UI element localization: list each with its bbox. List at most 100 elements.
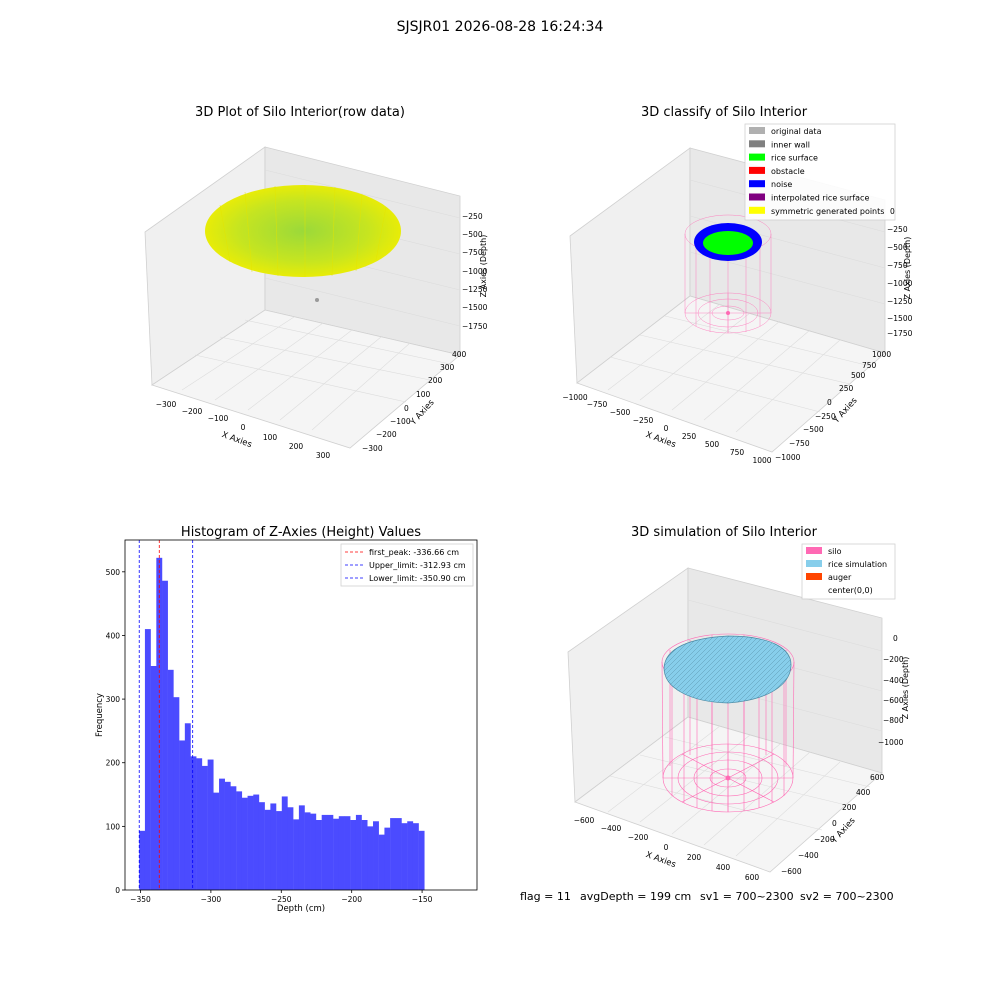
legend-swatch: [749, 193, 765, 201]
classify-z-tick: −1250: [887, 297, 913, 306]
sim-y-tick: 0: [832, 819, 837, 828]
legend-label: center(0,0): [828, 586, 873, 595]
sim-y-tick: 600: [870, 773, 885, 782]
classify-x-label: X Axies: [644, 430, 677, 450]
hist-bar: [190, 756, 197, 890]
raw-z-tick: −750: [462, 248, 483, 257]
legend-swatch: [749, 206, 765, 214]
classify-x-tick: −500: [610, 408, 631, 417]
classify-x-tick: 750: [730, 448, 745, 457]
classify-y-tick: 750: [862, 361, 877, 370]
hist-bar: [281, 796, 288, 890]
footer-flag: flag = 11: [520, 890, 571, 903]
hist-bar: [390, 818, 397, 890]
hist-bar: [270, 803, 277, 890]
raw-y-label: Y Axies: [408, 397, 437, 428]
hist-x-label: Depth (cm): [277, 904, 325, 914]
sim-x-tick: −600: [574, 816, 595, 825]
sim-z-label: Z Axies (Depth): [901, 657, 910, 720]
sim-x-tick: 400: [716, 863, 731, 872]
legend-swatch: [749, 153, 765, 161]
hist-title: Histogram of Z-Axies (Height) Values: [181, 525, 421, 540]
hist-y-tick: 200: [106, 759, 121, 768]
hist-bars: [139, 557, 425, 890]
sim-z-tick: −200: [883, 655, 904, 664]
hist-y-ticks: 0 100 200 300 400 500: [106, 568, 125, 895]
hist-bar: [344, 816, 351, 890]
hist-bar: [173, 697, 180, 890]
sim-x-tick: 200: [687, 853, 702, 862]
hist-bar: [293, 819, 300, 890]
classify-x-ticks: −1000 −750 −500 −250 0 250 500 750 1000: [562, 393, 771, 465]
hist-legend-label: Lower_limit: -350.90 cm: [369, 574, 466, 583]
raw-y-tick: 0: [404, 404, 409, 413]
hist-bar: [321, 814, 328, 890]
classify-z-tick: 0: [890, 207, 895, 216]
hist-bar: [196, 758, 203, 890]
sim-x-label: X Axies: [644, 850, 677, 870]
legend-swatch: [749, 127, 765, 134]
classify-y-tick: −750: [789, 439, 810, 448]
hist-y-label: Frequency: [95, 693, 105, 737]
footer-sv1: sv1 = 700~2300: [700, 890, 794, 903]
raw-x-tick: −200: [182, 407, 203, 416]
raw-outlier-point: [315, 298, 319, 302]
hist-lines: [138, 540, 194, 890]
raw-y-ticks: −300 −200 −100 0 100 200 300 400: [362, 350, 467, 453]
hist-bar: [258, 802, 265, 890]
hist-bar: [361, 820, 368, 890]
hist-bar: [201, 765, 208, 890]
hist-bar: [224, 781, 231, 890]
hist-bar: [207, 759, 214, 890]
hist-bar: [139, 830, 146, 890]
hist-bar: [355, 814, 362, 890]
raw-x-tick: −100: [208, 414, 229, 423]
classify-z-tick: −250: [887, 225, 908, 234]
sim-x-tick: −400: [601, 824, 622, 833]
classify-z-tick: −1000: [887, 279, 913, 288]
legend-label: obstacle: [771, 167, 805, 176]
suptitle: SJSJR01 2026-08-28 16:24:34: [397, 19, 604, 35]
hist-y-tick: 300: [106, 695, 121, 704]
hist-bar: [241, 797, 248, 890]
legend-label: auger: [828, 573, 852, 582]
legend-label: inner wall: [771, 140, 810, 149]
hist-bar: [418, 830, 425, 890]
hist-bar: [184, 723, 191, 890]
legend-label: rice surface: [771, 154, 818, 163]
hist-x-tick: −200: [341, 895, 362, 904]
classify-y-tick: 250: [839, 384, 854, 393]
classify-y-tick: −1000: [775, 453, 801, 462]
sim-x-tick: −200: [628, 833, 649, 842]
classify-y-tick: 1000: [872, 350, 891, 359]
hist-bar: [144, 629, 151, 890]
raw-y-tick: 100: [416, 390, 431, 399]
hist-axes-frame: [124, 539, 478, 891]
sim-y-tick: −200: [814, 835, 835, 844]
footer-sv2: sv2 = 700~2300: [800, 890, 894, 903]
sim-z-tick: −800: [883, 716, 904, 725]
classify-z-ticks: 0 −250 −500 −750 −1000 −1250 −1500 −1750: [887, 207, 913, 338]
legend-label: silo: [828, 547, 842, 556]
raw-z-tick: −500: [462, 230, 483, 239]
raw-y-tick: 200: [428, 376, 443, 385]
hist-bar: [287, 807, 294, 890]
classify-x-tick: −250: [633, 416, 654, 425]
sim-z-tick: 0: [893, 634, 898, 643]
sim-y-ticks: −600 −400 −200 0 200 400 600: [781, 773, 885, 876]
hist-bar: [298, 805, 305, 890]
classify-z-label: Z Axies (Depth): [903, 237, 912, 300]
classify-x-tick: −1000: [562, 393, 588, 402]
classify-y-tick: 500: [851, 371, 866, 380]
hist-bar: [395, 818, 402, 890]
hist-bar: [219, 778, 225, 890]
hist-bar: [367, 826, 374, 890]
sim-y-tick: 400: [856, 788, 871, 797]
raw-x-tick: 0: [241, 423, 246, 432]
classify-silo-wall: [684, 214, 772, 334]
hist-bar: [401, 823, 408, 890]
hist-bar: [167, 669, 174, 890]
hist-legend-label: first_peak: -336.66 cm: [369, 548, 459, 557]
raw-y-tick: −300: [362, 444, 383, 453]
